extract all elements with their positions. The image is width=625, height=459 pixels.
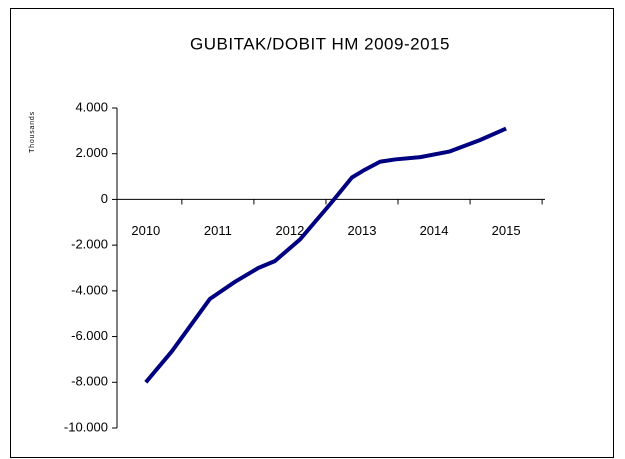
y-tick-label: -4.000	[71, 282, 108, 297]
y-tick-label: -6.000	[71, 328, 108, 343]
x-tick-label: 2012	[275, 223, 304, 238]
data-line	[144, 126, 507, 384]
x-tick-label: 2013	[348, 223, 377, 238]
y-tick-label: 0	[101, 191, 108, 206]
x-tick-label: 2014	[420, 223, 449, 238]
y-tick-label: 4.000	[75, 99, 108, 114]
x-tick-label: 2010	[131, 223, 160, 238]
x-tick-label: 2015	[492, 223, 521, 238]
chart-border	[10, 8, 614, 458]
y-tick-label: 2.000	[75, 145, 108, 160]
y-axis-label: Thousands	[29, 111, 36, 153]
y-tick-label: -2.000	[71, 237, 108, 252]
chart-title: GUBITAK/DOBIT HM 2009-2015	[190, 34, 450, 53]
y-tick-label: -10.000	[64, 419, 108, 434]
y-tick-label: -8.000	[71, 374, 108, 389]
x-tick-label: 2011	[204, 223, 232, 238]
